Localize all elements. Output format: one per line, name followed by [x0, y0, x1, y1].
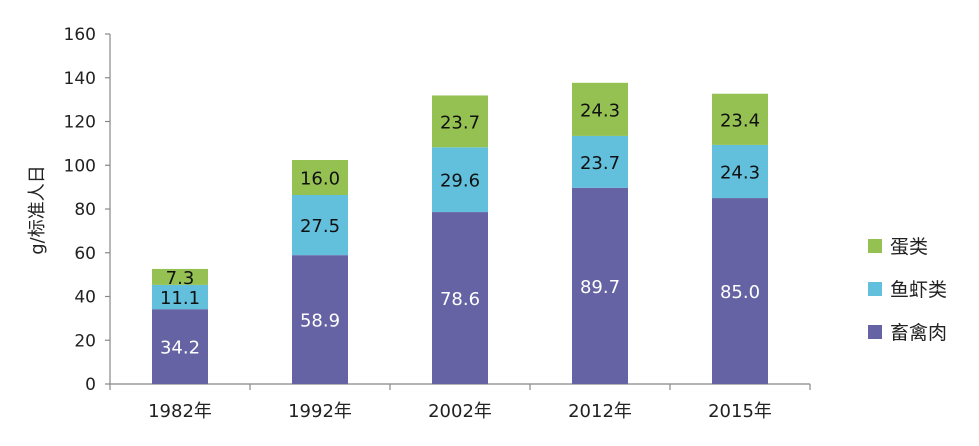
x-tick-label: 2012年 [568, 401, 632, 422]
legend-label: 畜禽肉 [890, 322, 947, 344]
bar-segment [712, 198, 768, 384]
data-labels: 34.2 11.17.3 58.9 27.5 16.0 78.6 29.6 23.7 89.7 2… [160, 100, 760, 358]
bar-segment [152, 309, 208, 384]
data-label: 7.3 [166, 268, 195, 289]
y-tick-label: 140 [64, 69, 96, 89]
y-tick-label: 40 [74, 288, 96, 308]
bar-segment [292, 160, 348, 195]
y-tick-label: 80 [74, 200, 96, 220]
bar-segment [432, 147, 488, 213]
bar-segment [572, 82, 628, 136]
data-label: 78.6 [440, 289, 480, 310]
y-tick-label: 120 [64, 113, 96, 133]
x-tick-label: 1992年 [288, 401, 352, 422]
bar-segment [572, 187, 628, 384]
legend-swatch [868, 282, 882, 296]
data-label: 27.5 [300, 216, 340, 237]
bar-segment [572, 135, 628, 188]
bar-segment [432, 95, 488, 148]
bar-segment [152, 284, 208, 310]
legend-label: 鱼虾类 [890, 279, 947, 301]
x-tick-label: 1982年 [148, 401, 212, 422]
y-tick-label: 60 [74, 244, 96, 264]
bar-segment [152, 268, 208, 285]
data-label: 24.3 [720, 162, 760, 183]
data-label: 85.0 [720, 282, 760, 303]
y-tick-label: 100 [64, 156, 96, 176]
y-tick-label: 0 [85, 375, 96, 395]
bar-segment [292, 195, 348, 256]
bar-segment [712, 93, 768, 145]
bar-segment [712, 144, 768, 199]
data-label: 16.0 [300, 169, 340, 190]
data-label: 23.7 [440, 112, 480, 133]
legend-label: 蛋类 [890, 236, 928, 258]
data-label: 11.1 [160, 288, 200, 309]
data-label: 29.6 [440, 171, 480, 192]
bar-segment [292, 255, 348, 384]
y-tick-label: 160 [64, 25, 96, 45]
legend-swatch [868, 239, 882, 253]
data-label: 23.4 [720, 110, 760, 131]
data-label: 58.9 [300, 311, 340, 332]
y-axis-label: g/标准人日 [27, 165, 48, 255]
y-tick-label: 20 [74, 331, 96, 351]
axes: 0 20 40 60 80 100 120 140 160 1982年 1992年 2002年 2012… [64, 25, 811, 422]
bars [152, 82, 768, 384]
data-label: 34.2 [160, 338, 200, 359]
bar-segment [432, 212, 488, 384]
data-label: 24.3 [580, 100, 620, 121]
legend-swatch [868, 325, 882, 339]
x-tick-label: 2015年 [708, 401, 772, 422]
data-label: 23.7 [580, 153, 620, 174]
data-label: 89.7 [580, 277, 620, 298]
x-tick-label: 2002年 [428, 401, 492, 422]
